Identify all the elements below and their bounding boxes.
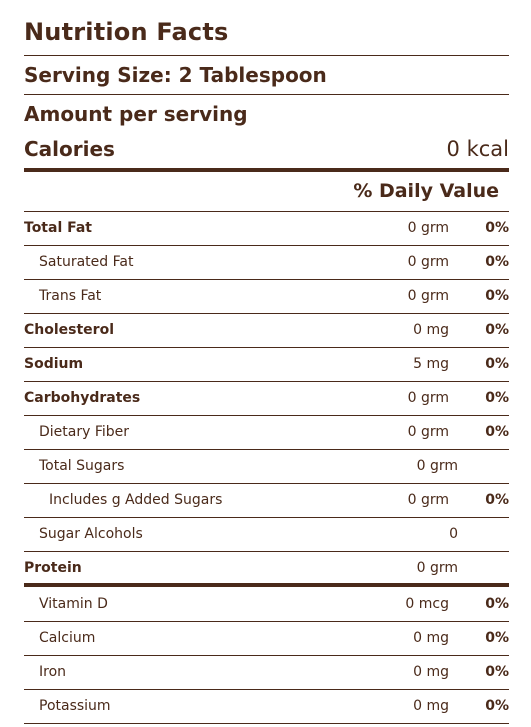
nutrient-percent: 0% xyxy=(485,390,509,406)
row-divider xyxy=(24,689,509,690)
nutrient-row-trans-fat: Trans Fat 0 grm 0% xyxy=(24,280,509,314)
nutrient-amount: 0 grm xyxy=(416,560,458,576)
nutrient-row-sugar-alcohols: Sugar Alcohols 0 xyxy=(24,518,509,552)
nutrient-amount: 0 grm xyxy=(416,458,458,474)
nutrient-row-protein: Protein 0 grm xyxy=(24,552,509,583)
nutrient-row-added-sugars: Includes g Added Sugars 0 grm 0% xyxy=(24,484,509,518)
vitamin-percent: 0% xyxy=(485,664,509,680)
nutrient-row-total-fat: Total Fat 0 grm 0% xyxy=(24,212,509,246)
row-divider xyxy=(24,723,509,724)
row-divider xyxy=(24,415,509,416)
vitamin-label: Calcium xyxy=(39,630,96,646)
nutrient-percent: 0% xyxy=(485,254,509,270)
nutrient-amount: 5 mg xyxy=(413,356,449,372)
row-divider xyxy=(24,621,509,622)
calories-label: Calories xyxy=(24,137,115,161)
divider xyxy=(24,211,509,212)
nutrient-percent: 0% xyxy=(485,424,509,440)
row-divider xyxy=(24,517,509,518)
row-divider xyxy=(24,655,509,656)
nutrient-amount: 0 grm xyxy=(407,390,449,406)
nutrient-label: Carbohydrates xyxy=(24,390,141,406)
nutrient-percent: 0% xyxy=(485,322,509,338)
nutrient-amount: 0 mg xyxy=(413,322,449,338)
nutrient-amount: 0 grm xyxy=(407,254,449,270)
panel-title: Nutrition Facts xyxy=(24,18,229,46)
vitamin-row-calcium: Calcium 0 mg 0% xyxy=(24,622,509,656)
nutrient-label: Protein xyxy=(24,560,82,576)
nutrient-amount: 0 grm xyxy=(407,492,449,508)
row-divider xyxy=(24,449,509,450)
nutrient-amount: 0 xyxy=(449,526,458,542)
nutrient-amount: 0 grm xyxy=(407,220,449,236)
nutrient-row-total-sugars: Total Sugars 0 grm xyxy=(24,450,509,484)
vitamin-row-potassium: Potassium 0 mg 0% xyxy=(24,690,509,724)
nutrient-label: Total Fat xyxy=(24,220,93,236)
row-divider xyxy=(24,279,509,280)
divider xyxy=(24,55,509,56)
vitamin-amount: 0 mg xyxy=(413,630,449,646)
vitamin-row-iron: Iron 0 mg 0% xyxy=(24,656,509,690)
vitamin-amount: 0 mg xyxy=(413,664,449,680)
nutrient-label: Includes g Added Sugars xyxy=(49,492,223,508)
nutrient-label: Saturated Fat xyxy=(39,254,134,270)
vitamin-amount: 0 mcg xyxy=(405,596,449,612)
nutrient-row-dietary-fiber: Dietary Fiber 0 grm 0% xyxy=(24,416,509,450)
row-divider xyxy=(24,381,509,382)
thick-divider xyxy=(24,583,509,587)
daily-value-header: % Daily Value xyxy=(353,180,499,202)
nutrient-row-cholesterol: Cholesterol 0 mg 0% xyxy=(24,314,509,348)
nutrient-percent: 0% xyxy=(485,220,509,236)
row-divider xyxy=(24,245,509,246)
nutrient-row-sodium: Sodium 5 mg 0% xyxy=(24,348,509,382)
nutrient-label: Sugar Alcohols xyxy=(39,526,143,542)
nutrient-label: Total Sugars xyxy=(39,458,125,474)
row-divider xyxy=(24,551,509,552)
row-divider xyxy=(24,313,509,314)
nutrient-amount: 0 grm xyxy=(407,424,449,440)
nutrient-row-carbohydrates: Carbohydrates 0 grm 0% xyxy=(24,382,509,416)
vitamin-percent: 0% xyxy=(485,698,509,714)
amount-per-serving: Amount per serving xyxy=(24,102,248,126)
vitamin-percent: 0% xyxy=(485,596,509,612)
nutrient-percent: 0% xyxy=(485,356,509,372)
vitamin-label: Vitamin D xyxy=(39,596,108,612)
vitamin-percent: 0% xyxy=(485,630,509,646)
vitamin-label: Iron xyxy=(39,664,67,680)
nutrient-amount: 0 grm xyxy=(407,288,449,304)
row-divider xyxy=(24,347,509,348)
calories-value: 0 kcal xyxy=(446,137,509,161)
nutrient-label: Dietary Fiber xyxy=(39,424,130,440)
nutrient-percent: 0% xyxy=(485,492,509,508)
nutrient-label: Trans Fat xyxy=(39,288,102,304)
nutrient-label: Sodium xyxy=(24,356,84,372)
serving-size: Serving Size: 2 Tablespoon xyxy=(24,63,327,87)
thick-divider xyxy=(24,168,509,172)
divider xyxy=(24,94,509,95)
nutrient-percent: 0% xyxy=(485,288,509,304)
nutrient-label: Cholesterol xyxy=(24,322,114,338)
vitamin-row-vitamin-d: Vitamin D 0 mcg 0% xyxy=(24,588,509,622)
vitamin-amount: 0 mg xyxy=(413,698,449,714)
row-divider xyxy=(24,483,509,484)
vitamin-label: Potassium xyxy=(39,698,111,714)
nutrient-row-saturated-fat: Saturated Fat 0 grm 0% xyxy=(24,246,509,280)
